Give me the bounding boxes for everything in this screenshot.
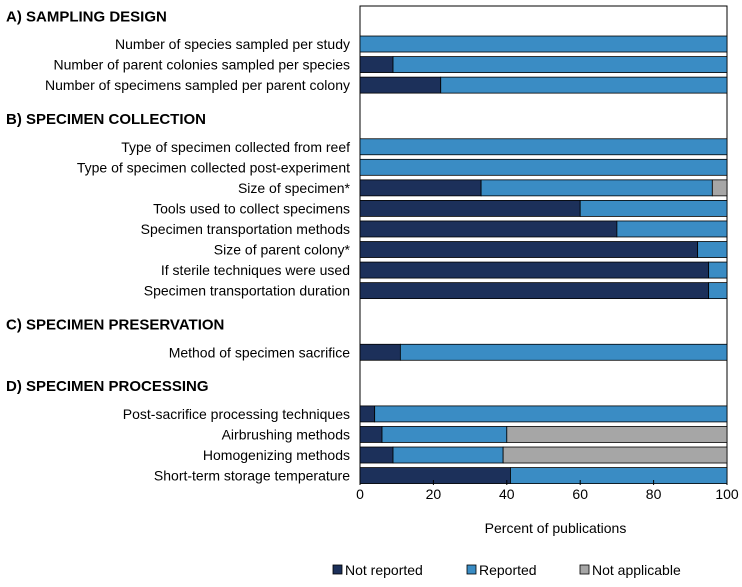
x-tick-label: 20 [426, 486, 442, 502]
legend-label: Reported [479, 562, 537, 578]
bar-segment-not-reported [359, 282, 710, 300]
category-label: Specimen transportation duration [144, 283, 350, 299]
legend-swatch [579, 564, 590, 575]
bar-segment-reported [480, 179, 713, 197]
bar-segment-not-reported [359, 426, 383, 443]
bar-segment-not-reported [359, 405, 376, 423]
bar-segment-not-reported [359, 343, 401, 361]
x-tick-label: 0 [356, 486, 364, 502]
section-title: B) SPECIMEN COLLECTION [6, 111, 206, 128]
bar-segment-reported [392, 446, 504, 464]
bar-segment-not-reported [359, 241, 699, 258]
category-label: Short-term storage temperature [154, 468, 350, 484]
legend: Not reported Reported Not applicable [332, 562, 681, 578]
bar-segment-reported [374, 405, 728, 423]
x-tick-label: 100 [715, 486, 739, 502]
category-label: Homogenizing methods [203, 447, 350, 463]
bar-segment-reported [392, 56, 728, 73]
bar-segment-not-applicable [711, 179, 728, 197]
bar-segment-reported [708, 261, 728, 279]
bar-segment-not-reported [359, 446, 394, 464]
bar-segment-not-reported [359, 220, 618, 238]
legend-swatch [466, 564, 477, 575]
bar-segment-not-reported [359, 200, 581, 217]
bar-segment-reported [381, 426, 508, 443]
legend-label: Not applicable [592, 562, 681, 578]
category-label: Type of specimen collected post-experime… [77, 159, 350, 175]
bar-segment-reported [616, 220, 728, 238]
category-label: Number of species sampled per study [115, 36, 350, 52]
label-group: A) SAMPLING DESIGN Number of species samp… [6, 8, 351, 483]
x-tick-label: 80 [646, 486, 662, 502]
category-label: Size of specimen* [238, 180, 351, 196]
bar-segment-not-applicable [502, 446, 728, 464]
bar-segment-not-reported [359, 467, 511, 484]
x-axis: 0 20 40 60 80 100 [356, 480, 739, 502]
bar-segment-not-reported [359, 56, 394, 73]
category-label: Type of specimen collected from reef [121, 139, 350, 155]
bar-segment-reported [697, 241, 728, 258]
section-title: C) SPECIMEN PRESERVATION [6, 317, 224, 334]
category-label: Airbrushing methods [222, 426, 350, 442]
bar-segment-reported [359, 35, 728, 53]
category-label: Specimen transportation methods [141, 221, 350, 237]
bar-segment-reported [579, 200, 728, 217]
bar-segment-reported [510, 467, 728, 484]
bar-segment-reported [708, 282, 728, 300]
legend-label: Not reported [345, 562, 423, 578]
section-title: D) SPECIMEN PROCESSING [6, 378, 209, 395]
bar-segment-reported [399, 343, 728, 361]
legend-swatch [332, 564, 343, 575]
category-label: Number of specimens sampled per parent c… [45, 77, 350, 93]
bar-segment-reported [440, 76, 728, 94]
bar-segment-reported [359, 138, 728, 156]
category-label: Number of parent colonies sampled per sp… [54, 57, 351, 73]
category-label: Size of parent colony* [214, 242, 351, 258]
bar-segment-not-reported [359, 261, 710, 279]
bar-segment-not-reported [359, 76, 442, 94]
x-tick-label: 60 [572, 486, 588, 502]
bar-segment-not-reported [359, 179, 482, 197]
bar-segment-reported [359, 158, 728, 176]
category-label: Method of specimen sacrifice [169, 344, 351, 360]
x-axis-label: Percent of publications [485, 520, 627, 536]
x-tick-label: 40 [499, 486, 515, 502]
category-label: If sterile techniques were used [161, 262, 350, 278]
bar-group [359, 5, 728, 484]
section-title: A) SAMPLING DESIGN [6, 8, 167, 25]
category-label: Tools used to collect specimens [153, 200, 350, 216]
category-label: Post-sacrifice processing techniques [123, 406, 350, 422]
bar-segment-not-applicable [506, 426, 728, 443]
